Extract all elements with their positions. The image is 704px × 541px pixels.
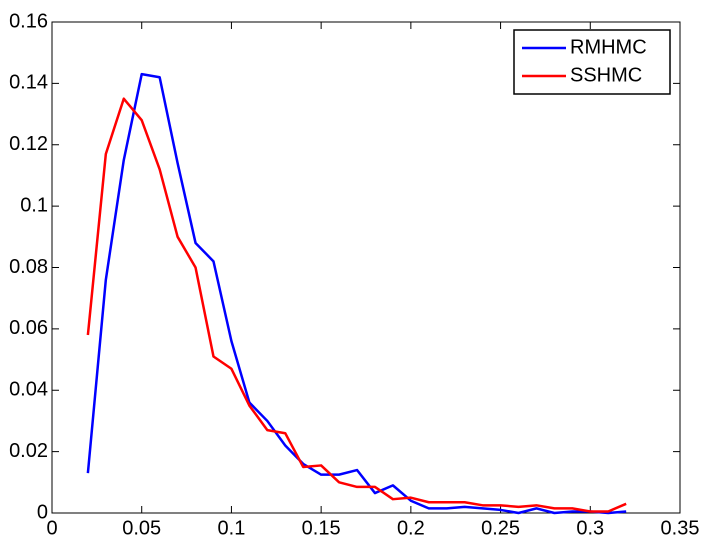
y-tick-label: 0.1: [20, 194, 48, 216]
y-tick-label: 0: [37, 501, 48, 523]
data-line: [86, 97, 627, 513]
x-tick-label: 0.1: [218, 517, 246, 539]
x-tick-label: 0: [46, 517, 57, 539]
y-tick-label: 0.06: [9, 317, 48, 339]
x-tick-label: 0.35: [661, 517, 700, 539]
x-tick-label: 0.05: [122, 517, 161, 539]
y-tick-label: 0.16: [9, 10, 48, 32]
legend-label: SSHMC: [570, 64, 642, 86]
y-tick-label: 0.04: [9, 379, 48, 401]
legend-label: RMHMC: [570, 36, 647, 58]
y-tick-label: 0.02: [9, 440, 48, 462]
y-tick-label: 0.08: [9, 256, 48, 278]
y-tick-label: 0.12: [9, 133, 48, 155]
data-line: [86, 72, 627, 515]
y-tick-label: 0.14: [9, 72, 48, 94]
x-tick-label: 0.2: [397, 517, 425, 539]
plot-area: [51, 21, 681, 514]
x-tick-label: 0.15: [302, 517, 341, 539]
x-tick-label: 0.25: [481, 517, 520, 539]
legend: [513, 29, 671, 95]
x-tick-label: 0.3: [576, 517, 604, 539]
